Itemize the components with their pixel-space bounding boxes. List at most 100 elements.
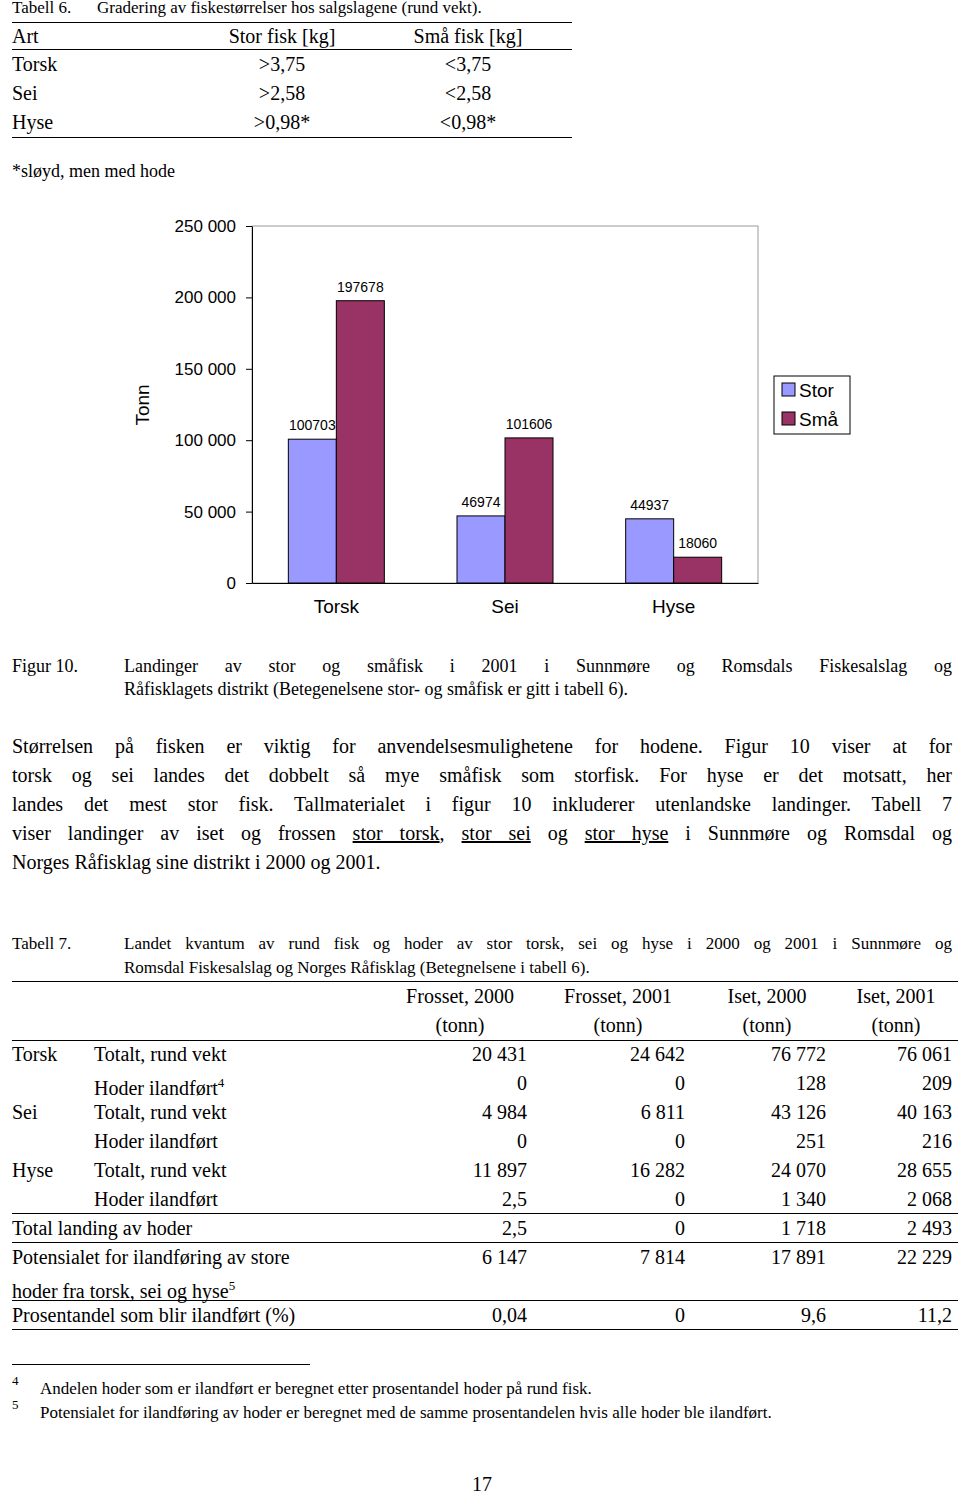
data-label: 197678 — [337, 279, 384, 295]
table-row-label: Hoder ilandført — [94, 1187, 218, 1211]
y-tick-mark — [246, 583, 252, 584]
data-label: 18060 — [678, 535, 717, 551]
table-row-label: hoder fra torsk, sei og hyse5 — [12, 1274, 235, 1303]
table-header: (tonn) — [743, 1013, 792, 1037]
table-cell: 6 147 — [482, 1245, 527, 1269]
table-caption-label: Tabell 6. — [12, 0, 71, 18]
x-tick-label: Sei — [491, 596, 518, 617]
table-cell: 128 — [796, 1071, 826, 1095]
table-cell: 251 — [796, 1129, 826, 1153]
table-rule — [12, 981, 958, 982]
footnote-mark: 5 — [12, 1397, 19, 1413]
table-cell: 216 — [922, 1129, 952, 1153]
data-label: 100703 — [289, 417, 336, 433]
y-tick-label: 250 000 — [175, 217, 236, 236]
table-cell: <0,98* — [440, 110, 496, 134]
table-row-label: Totalt, rund vekt — [94, 1158, 226, 1182]
footnote-ref: 5 — [229, 1278, 236, 1293]
label-text: Prosentandel som blir ilandført (%) — [12, 1304, 295, 1326]
table-header: (tonn) — [872, 1013, 921, 1037]
table-cell: 28 655 — [897, 1158, 952, 1182]
x-tick: Torsk — [314, 596, 360, 617]
table-cell: 11 897 — [473, 1158, 527, 1182]
table-cell: Hyse — [12, 110, 53, 134]
table-cell: 76 772 — [771, 1042, 826, 1066]
table-row-group: Sei — [12, 1100, 38, 1124]
table-cell: >3,75 — [259, 52, 305, 76]
text: landes det mest stor fisk. Tallmateriale… — [12, 793, 952, 815]
text: Norges Råfisklag sine distrikt i 2000 og… — [12, 851, 381, 873]
table-cell: 2,5 — [502, 1187, 527, 1211]
underlined-text: stor hyse — [585, 822, 669, 844]
table-cell: 76 061 — [897, 1042, 952, 1066]
table-rule — [12, 1300, 958, 1301]
y-tick-label: 100 000 — [175, 431, 236, 450]
bars — [288, 301, 721, 583]
table-cell: 40 163 — [897, 1100, 952, 1124]
x-tick: Sei — [491, 596, 518, 617]
table-cell: 11,2 — [918, 1303, 952, 1327]
footnote-ref: 4 — [218, 1075, 225, 1090]
table-cell: Sei — [12, 81, 38, 105]
table-cell: <3,75 — [445, 52, 491, 76]
paragraph-line: landes det mest stor fisk. Tallmateriale… — [12, 792, 952, 816]
table-cell: 0,04 — [492, 1303, 527, 1327]
text: Størrelsen på fisken er viktig for anven… — [12, 735, 952, 757]
y-tick-mark — [246, 440, 252, 441]
paragraph-line: viser landinger av iset og frossen stor … — [12, 821, 952, 845]
table-caption: Gradering av fiskestørrelser hos salgsla… — [97, 0, 482, 18]
table-row-label: Prosentandel som blir ilandført (%) — [12, 1303, 295, 1327]
bar — [288, 439, 336, 583]
legend-swatch — [782, 412, 795, 425]
label-text: Hoder ilandført — [94, 1188, 218, 1210]
page-number: 17 — [472, 1472, 492, 1494]
table-cell: <2,58 — [445, 81, 491, 105]
table-row-label: Hoder ilandført — [94, 1129, 218, 1153]
table-row-label: Total landing av hoder — [12, 1216, 192, 1240]
label-text: Totalt, rund vekt — [94, 1101, 226, 1123]
label-text: Hoder ilandført — [94, 1130, 218, 1152]
plot-frame — [252, 226, 758, 583]
label-text: Hoder ilandført — [94, 1077, 218, 1099]
table-cell: 24 642 — [630, 1042, 685, 1066]
table-cell: 0 — [675, 1303, 685, 1327]
table-rule — [12, 49, 572, 50]
table-cell: 1 340 — [781, 1187, 826, 1211]
data-label: 46974 — [462, 494, 501, 510]
y-tick-label: 150 000 — [175, 360, 236, 379]
table-cell: 6 811 — [641, 1100, 685, 1124]
figure-caption-line: Råfisklagets distrikt (Betegenelsene sto… — [124, 679, 952, 701]
y-tick-mark — [246, 369, 252, 370]
table-header: (tonn) — [594, 1013, 643, 1037]
table-cell: 9,6 — [801, 1303, 826, 1327]
x-axis-line — [253, 583, 759, 584]
footnote-text: Andelen hoder som er ilandført er beregn… — [40, 1379, 592, 1399]
table-caption-line: Landet kvantum av rund fisk og hoder av … — [124, 934, 952, 954]
data-label: 101606 — [506, 416, 553, 432]
data-labels: 100703469744493719767810160618060 — [289, 279, 717, 551]
bar — [457, 516, 505, 583]
figure-caption-line: Landinger av stor og småfisk i 2001 i Su… — [124, 656, 952, 678]
y-axis-title: Tonn — [132, 384, 153, 425]
chart: 100703469744493719767810160618060050 000… — [132, 217, 850, 618]
table-cell: 2,5 — [502, 1216, 527, 1240]
table-header: Små fisk [kg] — [414, 24, 523, 48]
y-tick-label: 200 000 — [175, 288, 236, 307]
footnote-mark: 4 — [12, 1373, 19, 1389]
table-header: Frosset, 2001 — [564, 984, 672, 1008]
table-header: Stor fisk [kg] — [229, 24, 336, 48]
table-note: *sløyd, men med hode — [12, 161, 175, 183]
table-header: (tonn) — [436, 1013, 485, 1037]
legend-swatch — [782, 383, 795, 396]
y-tick-mark — [246, 297, 252, 298]
bar — [626, 519, 674, 583]
y-tick: 0 — [227, 574, 252, 593]
table-cell: 0 — [517, 1129, 527, 1153]
table-caption-label: Tabell 7. — [12, 934, 71, 954]
table-cell: 209 — [922, 1071, 952, 1095]
y-axis: 050 000100 000150 000200 000250 000 — [175, 217, 253, 593]
legend-label: Stor — [799, 380, 835, 401]
text: torsk og sei landes det dobbelt så mye s… — [12, 764, 952, 786]
table-header: Art — [12, 24, 39, 48]
bar — [505, 438, 553, 583]
